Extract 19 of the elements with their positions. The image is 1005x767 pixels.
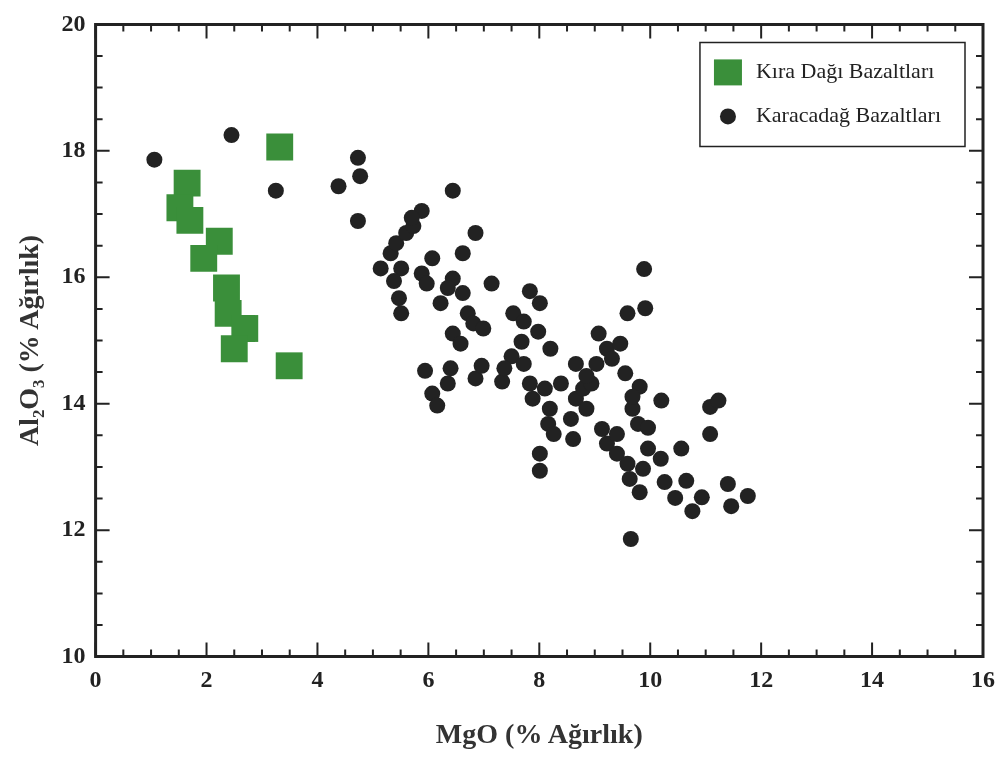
y-tick-label: 20: [61, 9, 86, 36]
x-tick-label: 6: [422, 666, 435, 693]
x-tick-label: 12: [749, 666, 774, 693]
x-tick-label: 8: [533, 666, 546, 693]
y-tick-label: 10: [61, 641, 86, 668]
x-tick-label: 14: [860, 666, 885, 693]
x-tick-label: 0: [89, 666, 102, 693]
legend-label: Kıra Dağı Bazaltları: [755, 58, 935, 84]
x-tick-label: 10: [638, 666, 663, 693]
x-axis-title: MgO (% Ağırlık): [435, 718, 643, 750]
y-tick-label: 12: [61, 515, 86, 542]
x-tick-label: 2: [200, 666, 213, 693]
y-axis-title: Al₂O₃ (% Ağırlık): [13, 234, 45, 447]
y-tick-label: 16: [61, 262, 86, 289]
x-tick-label: 16: [971, 666, 995, 693]
y-tick-label: 14: [61, 388, 86, 415]
x-tick-label: 4: [311, 666, 324, 693]
y-tick-label: 18: [61, 136, 86, 163]
legend-label: Karacadağ Bazaltları: [755, 102, 941, 128]
